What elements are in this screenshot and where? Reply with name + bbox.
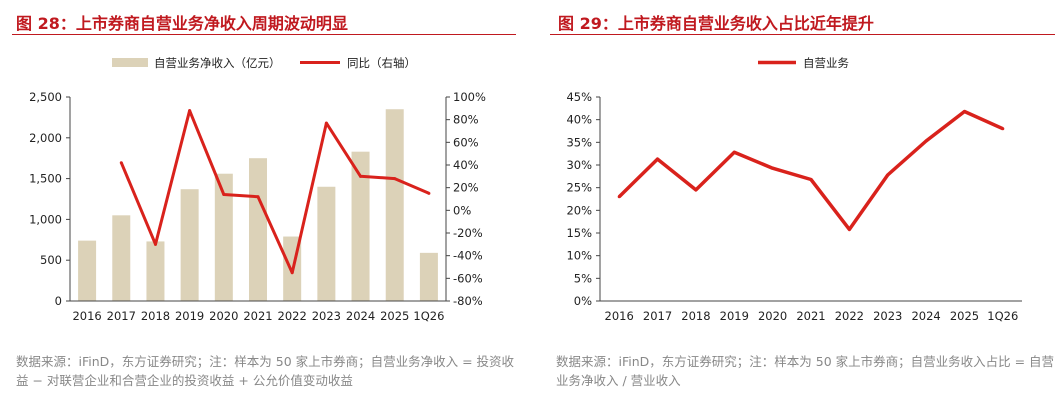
right-legend: 自营业务 bbox=[758, 56, 849, 70]
bar-2018 bbox=[146, 241, 165, 301]
x-tick-label: 2024 bbox=[911, 309, 940, 323]
y-tick-label: 40% bbox=[566, 113, 592, 127]
y-tick-label: 5% bbox=[574, 271, 592, 285]
yoy-point-2019 bbox=[188, 109, 192, 113]
left-y-tick-label: 1,500 bbox=[29, 172, 62, 186]
right-y-tick-label: 20% bbox=[453, 181, 479, 195]
left-y-tick-label: 1,000 bbox=[29, 212, 62, 226]
yoy-point-2017 bbox=[119, 161, 123, 165]
right-y-tick-label: -80% bbox=[453, 294, 483, 308]
right-y-tick-label: -20% bbox=[453, 226, 483, 240]
x-tick-label: 2016 bbox=[605, 309, 634, 323]
right-y-tick-label: -40% bbox=[453, 249, 483, 263]
yoy-point-2025 bbox=[393, 177, 397, 181]
x-tick-label: 2017 bbox=[107, 309, 136, 323]
share-point-2020 bbox=[771, 166, 775, 170]
left-y-tick-label: 2,500 bbox=[29, 90, 62, 104]
x-tick-label: 2025 bbox=[380, 309, 409, 323]
right-y-tick-label: 0% bbox=[453, 203, 471, 217]
x-tick-label: 2018 bbox=[681, 309, 710, 323]
right-figure-title: 图 29：上市券商自营业务收入占比近年提升 bbox=[558, 14, 874, 33]
bar-2021 bbox=[249, 158, 267, 301]
x-tick-label: 1Q26 bbox=[413, 309, 444, 323]
yoy-line bbox=[119, 109, 430, 275]
x-tick-label: 2022 bbox=[835, 309, 864, 323]
left-title-rule bbox=[12, 34, 516, 35]
bar-2019 bbox=[180, 189, 199, 301]
legend-swatch-bar bbox=[112, 58, 148, 67]
left-figure-panel: 图 28：上市券商自营业务净收入周期波动明显 自营业务净收入（亿元） 同比（右轴）… bbox=[0, 0, 520, 400]
legend-label-bar: 自营业务净收入（亿元） bbox=[154, 56, 281, 70]
share-point-2025 bbox=[962, 110, 966, 114]
left-figure-title: 图 28：上市券商自营业务净收入周期波动明显 bbox=[16, 14, 348, 33]
x-tick-label: 2023 bbox=[873, 309, 902, 323]
x-tick-label: 2021 bbox=[243, 309, 272, 323]
yoy-point-2018 bbox=[153, 242, 157, 246]
x-tick-label: 2019 bbox=[175, 309, 204, 323]
share-point-2022 bbox=[847, 227, 851, 231]
right-y-tick-label: 40% bbox=[453, 158, 479, 172]
y-tick-label: 30% bbox=[566, 158, 592, 172]
right-source-note: 数据来源：iFinD，东方证券研究；注：样本为 50 家上市券商；自营业务收入占… bbox=[556, 354, 1055, 388]
share-line bbox=[617, 109, 1004, 232]
y-tick-label: 35% bbox=[566, 135, 592, 149]
left-y-tick-label: 2,000 bbox=[29, 131, 62, 145]
left-legend: 自营业务净收入（亿元） 同比（右轴） bbox=[112, 56, 416, 70]
yoy-point-2022 bbox=[290, 271, 294, 275]
x-tick-label: 2023 bbox=[312, 309, 341, 323]
legend-label-line: 自营业务 bbox=[803, 56, 849, 70]
right-y-tick-label: 60% bbox=[453, 135, 479, 149]
share-point-2018 bbox=[694, 188, 698, 192]
y-tick-label: 25% bbox=[566, 181, 592, 195]
bar-1Q26 bbox=[419, 252, 438, 301]
right-y-tick-label: 100% bbox=[453, 90, 486, 104]
bar-2017 bbox=[112, 215, 131, 301]
share-point-2021 bbox=[809, 178, 813, 182]
y-tick-label: 20% bbox=[566, 203, 592, 217]
y-tick-label: 10% bbox=[566, 249, 592, 263]
x-tick-label: 2020 bbox=[758, 309, 787, 323]
left-y-tick-label: 0 bbox=[55, 294, 62, 308]
x-tick-label: 1Q26 bbox=[987, 309, 1018, 323]
yoy-point-2023 bbox=[324, 121, 328, 125]
right-figure-panel: 图 29：上市券商自营业务收入占比近年提升 自营业务 0% 5% 10% 15% 20% 2… bbox=[544, 0, 1061, 400]
share-point-2019 bbox=[732, 150, 736, 154]
yoy-point-2020 bbox=[222, 192, 226, 196]
x-tick-label: 2019 bbox=[720, 309, 749, 323]
x-tick-label: 2025 bbox=[950, 309, 979, 323]
y-tick-label: 15% bbox=[566, 226, 592, 240]
right-y-tick-label: -60% bbox=[453, 271, 483, 285]
share-point-2024 bbox=[924, 139, 928, 143]
yoy-point-2024 bbox=[359, 174, 363, 178]
y-tick-label: 45% bbox=[566, 90, 592, 104]
x-tick-label: 2020 bbox=[209, 309, 238, 323]
left-chart: 自营业务净收入（亿元） 同比（右轴） 0 500 1,000 1,500 2,000 2,50… bbox=[29, 56, 486, 323]
yoy-point-2021 bbox=[256, 195, 260, 199]
bar-2016 bbox=[78, 240, 97, 301]
share-point-2016 bbox=[617, 195, 621, 199]
legend-label-line: 同比（右轴） bbox=[347, 56, 416, 70]
right-title-rule bbox=[550, 34, 1055, 35]
bar-2024 bbox=[351, 151, 370, 301]
bar-2025 bbox=[385, 109, 404, 302]
bar-2023 bbox=[317, 186, 336, 301]
left-source-note: 数据来源：iFinD，东方证券研究；注：样本为 50 家上市券商；自营业务净收入… bbox=[16, 354, 515, 388]
left-y-tick-label: 500 bbox=[40, 253, 62, 267]
x-tick-label: 2017 bbox=[643, 309, 672, 323]
x-tick-label: 2024 bbox=[346, 309, 375, 323]
y-tick-label: 0% bbox=[574, 294, 592, 308]
x-tick-label: 2022 bbox=[278, 309, 307, 323]
x-tick-label: 2016 bbox=[72, 309, 101, 323]
bar-2020 bbox=[214, 173, 233, 301]
right-chart: 自营业务 0% 5% 10% 15% 20% 25% 30% 35% 40% 45% 2016 2017… bbox=[566, 56, 1022, 323]
right-y-tick-label: 80% bbox=[453, 113, 479, 127]
x-tick-label: 2021 bbox=[796, 309, 825, 323]
share-point-2017 bbox=[656, 157, 660, 161]
share-point-1Q26 bbox=[1001, 127, 1005, 131]
x-tick-label: 2018 bbox=[141, 309, 170, 323]
yoy-point-1Q26 bbox=[427, 191, 431, 195]
share-point-2023 bbox=[886, 173, 890, 177]
